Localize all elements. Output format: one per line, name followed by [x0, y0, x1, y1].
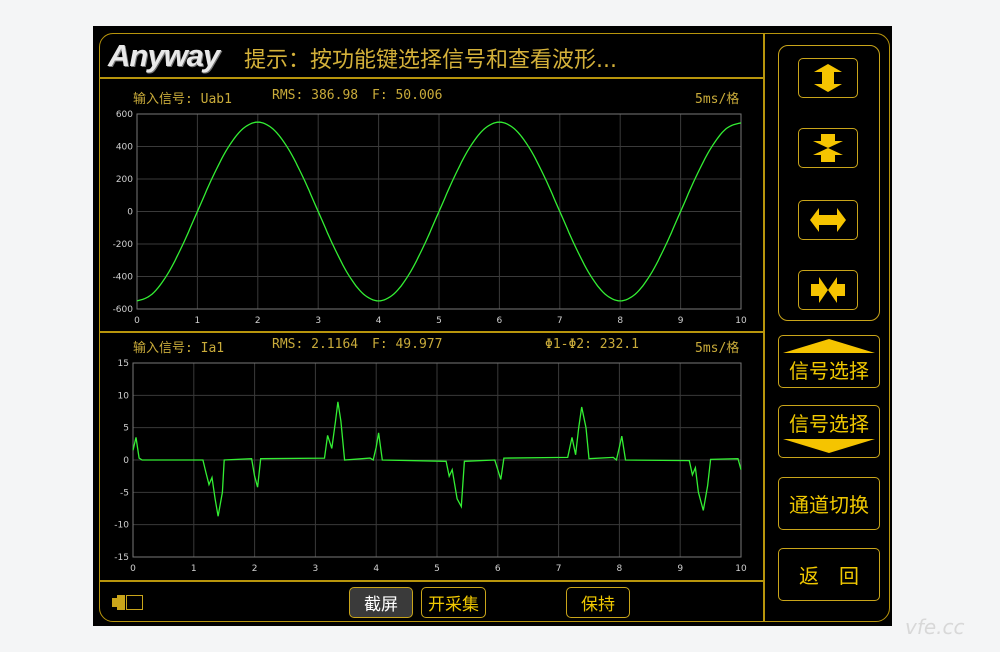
ch2-freq: F: 49.977	[372, 337, 443, 352]
expand-horizontal-button[interactable]	[798, 200, 858, 240]
battery-icon	[112, 595, 143, 610]
signal-select-down-button[interactable]: 信号选择	[778, 405, 880, 458]
expand-vertical-icon	[814, 64, 842, 92]
x-tick-label: 10	[735, 564, 747, 574]
current-waveform-chart: 0 1 2 3 4 5 6 7 8 9 10 15 10 5 0 -5 -10 -15	[114, 359, 747, 574]
x-tick-label: 5	[436, 316, 442, 326]
x-tick-label: 7	[557, 316, 563, 326]
x-tick-label: 10	[735, 316, 747, 326]
x-tick-label: 5	[434, 564, 440, 574]
zoom-button-group	[778, 45, 880, 321]
x-tick-label: 6	[495, 564, 501, 574]
ch1-freq: F: 50.006	[372, 88, 443, 103]
x-tick-label: 1	[195, 316, 201, 326]
plot-area	[136, 113, 742, 310]
compress-horizontal-icon	[811, 277, 845, 303]
ch2-rms: RMS: 2.1164	[272, 337, 359, 352]
y-tick-label: 15	[118, 359, 129, 369]
channel-switch-button[interactable]: 通道切换	[778, 477, 880, 530]
signal-select-up-label: 信号选择	[789, 359, 869, 383]
y-tick-label: -400	[113, 273, 134, 283]
hint-text: 提示：按功能键选择信号和查看波形...	[244, 48, 617, 73]
x-tick-label: 6	[497, 316, 503, 326]
y-tick-label: 10	[118, 391, 130, 401]
voltage-waveform-chart: 0 1 2 3 4 5 6 7 8 9 10 600 400 200 0 -200 -400 -600	[113, 110, 747, 326]
x-tick-label: 3	[315, 316, 321, 326]
watermark: vfe.cc	[905, 615, 965, 639]
divider	[99, 580, 764, 582]
ch2-timebase: 5ms/格	[695, 341, 740, 356]
y-tick-label: -5	[120, 488, 129, 498]
y-tick-label: -600	[113, 305, 134, 315]
screen-frame	[99, 33, 890, 622]
compress-horizontal-button[interactable]	[798, 270, 858, 310]
ch2-label: 输入信号: Ia1	[133, 341, 225, 356]
arrow-up-icon	[783, 339, 875, 353]
x-tick-label: 9	[677, 564, 683, 574]
screenshot-button[interactable]: 截屏	[349, 587, 413, 618]
divider	[763, 33, 765, 622]
x-tick-label: 7	[556, 564, 562, 574]
instrument-screen	[93, 26, 892, 626]
y-tick-label: 400	[116, 143, 133, 153]
compress-vertical-icon	[813, 134, 843, 162]
expand-horizontal-icon	[810, 208, 846, 232]
hold-button[interactable]: 保持	[566, 587, 630, 618]
y-tick-label: -10	[114, 521, 129, 531]
y-tick-label: 600	[116, 110, 133, 120]
y-tick-label: 200	[116, 175, 133, 185]
x-tick-label: 4	[376, 316, 382, 326]
expand-vertical-button[interactable]	[798, 58, 858, 98]
divider	[99, 331, 764, 333]
y-tick-label: 0	[127, 208, 133, 218]
y-tick-label: 5	[123, 424, 129, 434]
x-tick-label: 9	[678, 316, 684, 326]
ch1-rms: RMS: 386.98	[272, 88, 359, 103]
y-tick-label: -15	[114, 553, 129, 563]
x-tick-label: 8	[617, 564, 623, 574]
x-tick-label: 1	[191, 564, 197, 574]
start-acquisition-button[interactable]: 开采集	[421, 587, 486, 618]
y-tick-label: -200	[113, 240, 134, 250]
plot-area	[132, 362, 742, 558]
trace-Uab1	[136, 121, 742, 302]
ch1-label: 输入信号: Uab1	[133, 92, 232, 107]
anyway-logo: Anyway	[108, 38, 220, 73]
x-tick-label: 2	[255, 316, 261, 326]
x-tick-label: 0	[130, 564, 136, 574]
x-tick-label: 4	[373, 564, 379, 574]
ch1-timebase: 5ms/格	[695, 92, 740, 107]
divider	[99, 77, 764, 79]
x-tick-label: 8	[617, 316, 623, 326]
signal-select-up-button[interactable]: 信号选择	[778, 335, 880, 388]
compress-vertical-button[interactable]	[798, 128, 858, 168]
ch2-phase: Φ1-Φ2: 232.1	[545, 337, 639, 352]
x-tick-label: 0	[134, 316, 140, 326]
signal-select-down-label: 信号选择	[789, 412, 869, 436]
x-tick-label: 2	[252, 564, 258, 574]
back-button[interactable]: 返 回	[778, 548, 880, 601]
arrow-down-icon	[783, 439, 875, 453]
x-tick-label: 3	[313, 564, 319, 574]
trace-Ia1	[132, 401, 742, 517]
y-tick-label: 0	[123, 456, 129, 466]
